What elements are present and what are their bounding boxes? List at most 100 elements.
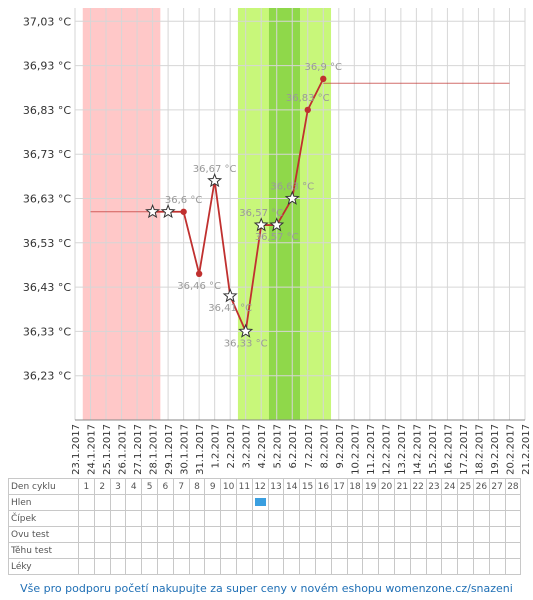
table-cell[interactable] [488, 542, 506, 559]
table-cell[interactable] [109, 526, 127, 543]
table-cell[interactable] [472, 510, 490, 527]
table-cell[interactable] [409, 542, 427, 559]
table-cell[interactable] [204, 526, 222, 543]
table-cell[interactable] [141, 526, 158, 543]
table-cell[interactable] [235, 510, 253, 527]
table-cell[interactable] [188, 558, 206, 575]
table-cell[interactable] [188, 510, 206, 527]
table-cell[interactable] [141, 542, 158, 559]
table-cell[interactable] [78, 510, 95, 527]
table-cell[interactable] [125, 494, 143, 511]
table-cell[interactable] [378, 558, 395, 575]
table-cell[interactable] [188, 542, 206, 559]
table-cell[interactable] [283, 542, 301, 559]
table-cell[interactable] [188, 494, 206, 511]
table-cell[interactable] [441, 542, 459, 559]
table-cell[interactable] [346, 494, 364, 511]
table-cell[interactable] [267, 526, 285, 543]
table-cell[interactable] [472, 542, 490, 559]
table-cell[interactable] [156, 494, 174, 511]
footer-link[interactable]: Vše pro podporu početí nakupujte za supe… [20, 582, 513, 595]
table-cell[interactable] [93, 510, 111, 527]
table-cell[interactable] [362, 542, 380, 559]
table-cell[interactable] [393, 558, 411, 575]
table-cell[interactable] [156, 526, 174, 543]
table-cell[interactable] [425, 494, 443, 511]
table-cell[interactable] [283, 510, 301, 527]
table-cell[interactable] [251, 494, 269, 511]
table-cell[interactable] [330, 542, 348, 559]
table-cell[interactable] [330, 526, 348, 543]
table-cell[interactable] [472, 494, 490, 511]
table-cell[interactable] [220, 542, 237, 559]
table-cell[interactable] [504, 558, 522, 575]
table-cell[interactable] [204, 494, 222, 511]
table-cell[interactable] [283, 558, 301, 575]
table-cell[interactable] [457, 542, 474, 559]
table-cell[interactable] [283, 526, 301, 543]
table-cell[interactable] [78, 526, 95, 543]
table-cell[interactable] [504, 494, 522, 511]
table-cell[interactable] [441, 558, 459, 575]
table-cell[interactable] [314, 494, 332, 511]
table-cell[interactable] [251, 510, 269, 527]
table-cell[interactable] [172, 542, 190, 559]
table-cell[interactable] [504, 526, 522, 543]
table-cell[interactable] [393, 510, 411, 527]
table-cell[interactable] [93, 542, 111, 559]
table-cell[interactable] [141, 494, 158, 511]
table-cell[interactable] [346, 510, 364, 527]
table-cell[interactable] [425, 558, 443, 575]
table-cell[interactable] [441, 526, 459, 543]
table-cell[interactable] [488, 494, 506, 511]
table-cell[interactable] [314, 542, 332, 559]
table-cell[interactable] [330, 510, 348, 527]
table-cell[interactable] [362, 510, 380, 527]
table-cell[interactable] [188, 526, 206, 543]
table-cell[interactable] [220, 510, 237, 527]
table-cell[interactable] [362, 558, 380, 575]
table-cell[interactable] [235, 526, 253, 543]
table-cell[interactable] [125, 558, 143, 575]
table-cell[interactable] [125, 526, 143, 543]
table-cell[interactable] [314, 510, 332, 527]
table-cell[interactable] [220, 558, 237, 575]
table-cell[interactable] [235, 494, 253, 511]
table-cell[interactable] [378, 494, 395, 511]
table-cell[interactable] [156, 510, 174, 527]
table-cell[interactable] [457, 510, 474, 527]
table-cell[interactable] [330, 494, 348, 511]
table-cell[interactable] [314, 526, 332, 543]
table-cell[interactable] [425, 510, 443, 527]
table-cell[interactable] [235, 542, 253, 559]
table-cell[interactable] [109, 510, 127, 527]
table-cell[interactable] [78, 494, 95, 511]
table-cell[interactable] [204, 510, 222, 527]
table-cell[interactable] [457, 494, 474, 511]
table-cell[interactable] [93, 494, 111, 511]
table-cell[interactable] [504, 510, 522, 527]
table-cell[interactable] [362, 526, 380, 543]
table-cell[interactable] [488, 526, 506, 543]
table-cell[interactable] [204, 558, 222, 575]
table-cell[interactable] [488, 558, 506, 575]
table-cell[interactable] [378, 510, 395, 527]
table-cell[interactable] [330, 558, 348, 575]
table-cell[interactable] [425, 542, 443, 559]
table-cell[interactable] [283, 494, 301, 511]
table-cell[interactable] [220, 494, 237, 511]
table-cell[interactable] [125, 510, 143, 527]
table-cell[interactable] [457, 558, 474, 575]
table-cell[interactable] [156, 558, 174, 575]
table-cell[interactable] [504, 542, 522, 559]
table-cell[interactable] [141, 558, 158, 575]
table-cell[interactable] [409, 526, 427, 543]
table-cell[interactable] [393, 542, 411, 559]
table-cell[interactable] [220, 526, 237, 543]
table-cell[interactable] [251, 542, 269, 559]
table-cell[interactable] [78, 542, 95, 559]
table-cell[interactable] [299, 542, 316, 559]
table-cell[interactable] [251, 526, 269, 543]
table-cell[interactable] [441, 494, 459, 511]
table-cell[interactable] [267, 558, 285, 575]
